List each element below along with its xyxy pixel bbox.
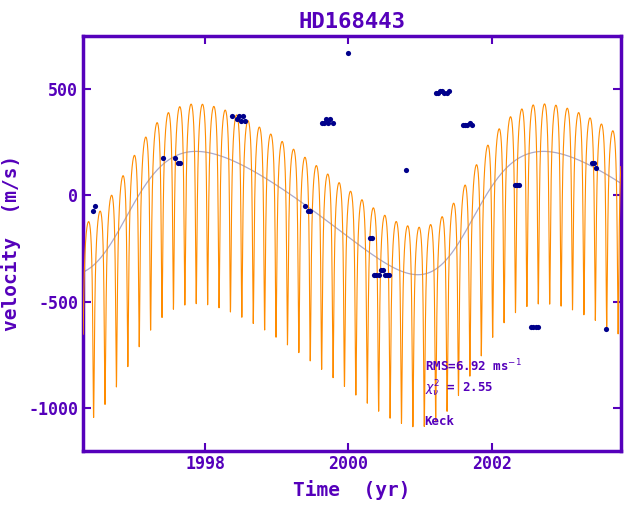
Point xyxy=(365,234,375,242)
Point xyxy=(371,271,381,279)
Point xyxy=(367,234,377,242)
Point xyxy=(319,119,329,127)
Y-axis label: velocity  (m/s): velocity (m/s) xyxy=(1,155,21,331)
Point xyxy=(305,207,315,216)
Point xyxy=(435,87,445,95)
Point xyxy=(227,112,237,120)
Point xyxy=(460,121,470,129)
Point xyxy=(170,154,180,162)
Point xyxy=(373,271,383,279)
Point xyxy=(437,87,447,95)
Point xyxy=(238,112,248,120)
Point xyxy=(587,159,597,167)
Point xyxy=(300,202,310,210)
Point xyxy=(157,154,168,162)
Point xyxy=(88,207,99,216)
Point xyxy=(328,119,338,127)
Point xyxy=(467,121,477,129)
Point xyxy=(439,89,449,97)
Point xyxy=(401,166,411,174)
Point xyxy=(465,119,475,127)
Point xyxy=(232,115,242,123)
X-axis label: Time  (yr): Time (yr) xyxy=(293,480,411,500)
Point xyxy=(380,271,390,279)
Point xyxy=(317,119,327,127)
Point xyxy=(90,202,100,210)
Text: RMS=6.92 ms$^{-1}$: RMS=6.92 ms$^{-1}$ xyxy=(424,357,522,374)
Point xyxy=(369,271,380,279)
Point xyxy=(234,112,244,120)
Point xyxy=(321,115,332,123)
Point xyxy=(442,89,452,97)
Point xyxy=(240,117,250,125)
Point xyxy=(382,271,392,279)
Text: $\chi^{2}_{\nu}$ = 2.55: $\chi^{2}_{\nu}$ = 2.55 xyxy=(424,378,493,399)
Point xyxy=(591,164,602,172)
Point xyxy=(462,121,472,129)
Point xyxy=(602,325,612,333)
Point xyxy=(532,323,543,331)
Point xyxy=(512,181,522,189)
Point xyxy=(343,49,353,57)
Point xyxy=(303,207,313,216)
Point xyxy=(175,159,185,167)
Point xyxy=(444,87,454,95)
Point xyxy=(589,159,600,167)
Point xyxy=(531,323,541,331)
Point xyxy=(384,271,394,279)
Point xyxy=(173,159,183,167)
Point xyxy=(528,323,538,331)
Point xyxy=(376,266,386,274)
Point xyxy=(431,89,441,97)
Point xyxy=(458,121,468,129)
Point xyxy=(325,115,335,123)
Point xyxy=(509,181,520,189)
Point xyxy=(323,119,333,127)
Point xyxy=(514,181,524,189)
Text: Keck: Keck xyxy=(424,415,454,428)
Point xyxy=(236,117,246,125)
Point xyxy=(378,266,388,274)
Point xyxy=(526,323,536,331)
Point xyxy=(433,89,443,97)
Title: HD168443: HD168443 xyxy=(298,11,406,32)
